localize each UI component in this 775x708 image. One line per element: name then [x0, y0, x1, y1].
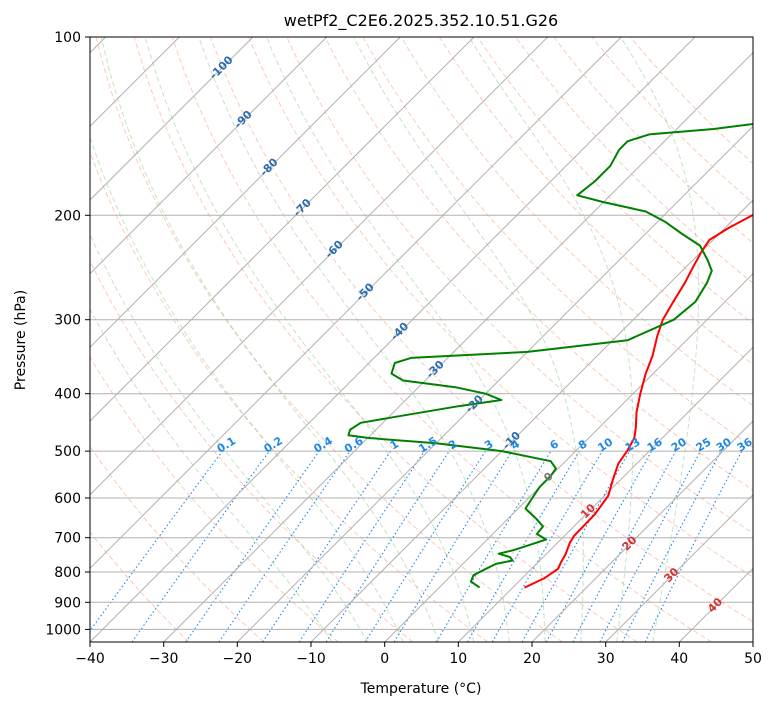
mixing-ratio-line	[262, 450, 392, 642]
isotherm-gridlines	[90, 37, 753, 642]
y-axis-label: Pressure (hPa)	[13, 290, 29, 390]
temperature-profile	[524, 213, 753, 589]
isotherm-line	[90, 37, 475, 422]
isotherm-line	[605, 493, 753, 642]
y-tick-label: 100	[54, 30, 81, 46]
dry-adiabat	[90, 445, 264, 642]
mixing-ratio-lines	[90, 450, 743, 642]
dry-adiabat	[248, 37, 753, 578]
x-tick-label: 40	[670, 651, 688, 667]
x-tick-label: 30	[597, 651, 615, 667]
background-lines	[90, 37, 753, 642]
y-tick-label: 200	[54, 208, 81, 224]
isotherm-line	[236, 125, 753, 642]
dry-adiabat	[133, 37, 638, 642]
x-tick-label: 50	[744, 651, 762, 667]
isotherm-line	[90, 37, 696, 642]
plot-area	[90, 37, 753, 642]
isotherm-line	[531, 420, 753, 642]
plot-frame	[89, 36, 754, 643]
moist-adiabat	[266, 37, 546, 642]
dry-adiabat	[90, 356, 339, 642]
isotherm-line	[90, 37, 549, 496]
isobar-gridlines	[90, 37, 753, 630]
dry-adiabat	[210, 37, 753, 623]
mixing-ratio-line	[131, 450, 270, 642]
x-tick-label: −10	[296, 651, 326, 667]
dry-adiabat	[95, 37, 563, 642]
isotherm-line	[163, 51, 753, 642]
mixing-ratio-line	[545, 450, 653, 642]
y-tick-label: 500	[54, 444, 81, 460]
x-axis-label: Temperature (°C)	[360, 681, 482, 697]
y-tick-label: 900	[54, 595, 81, 611]
mixing-ratio-line	[185, 450, 320, 642]
moist-adiabat	[100, 37, 439, 642]
y-tick-label: 600	[54, 491, 81, 507]
chart-title: wetPf2_C2E6.2025.352.10.51.G26	[284, 11, 558, 31]
mixing-ratio-line	[644, 450, 743, 642]
dry-adiabat	[90, 531, 190, 642]
moist-adiabat	[90, 135, 404, 642]
dry-adiabat	[400, 37, 753, 407]
dry-adiabat	[171, 37, 712, 642]
isotherm-line	[310, 199, 753, 642]
moist-adiabat	[198, 37, 510, 642]
moist-adiabat	[620, 37, 700, 642]
isotherm-line	[90, 37, 401, 349]
axes: −40 −30 −20 −10 0 10 20 30 40 50 1000 900 800 700 600 5…	[45, 30, 762, 667]
y-tick-label: 400	[54, 387, 81, 403]
dewpoint-profile	[347, 122, 753, 589]
dry-adiabat	[324, 37, 753, 491]
moist-adiabat	[144, 37, 475, 642]
y-tick-label: 1000	[45, 622, 81, 638]
mixing-ratio-line	[521, 450, 630, 642]
mixing-ratio-line	[298, 450, 425, 642]
sounding-profiles	[347, 122, 753, 589]
x-tick-label: 10	[449, 651, 467, 667]
isotherm-line	[90, 37, 254, 201]
mixing-ratio-line	[90, 450, 223, 632]
x-tick-label: 20	[523, 651, 541, 667]
x-tick-label: −20	[223, 651, 253, 667]
moist-adiabat	[90, 233, 369, 642]
isotherm-line	[90, 37, 328, 275]
y-tick-label: 700	[54, 531, 81, 547]
moist-adiabat	[90, 308, 333, 642]
isotherm-line	[90, 37, 622, 570]
x-tick-label: 0	[380, 651, 389, 667]
y-tick-label: 300	[54, 313, 81, 329]
dry-adiabat	[515, 37, 753, 284]
mixing-ratio-line	[572, 450, 677, 642]
y-tick-label: 800	[54, 565, 81, 581]
dry-adiabat	[438, 37, 753, 366]
mixing-ratio-line	[218, 450, 351, 642]
isotherm-line	[457, 346, 753, 642]
x-tick-label: −30	[149, 651, 179, 667]
dry-adiabat	[90, 150, 488, 642]
mixing-ratio-line	[393, 450, 513, 642]
mixing-ratio-line	[325, 450, 450, 642]
moist-adiabat	[353, 37, 584, 642]
isotherm-line	[384, 272, 753, 642]
x-tick-label: −40	[75, 651, 105, 667]
